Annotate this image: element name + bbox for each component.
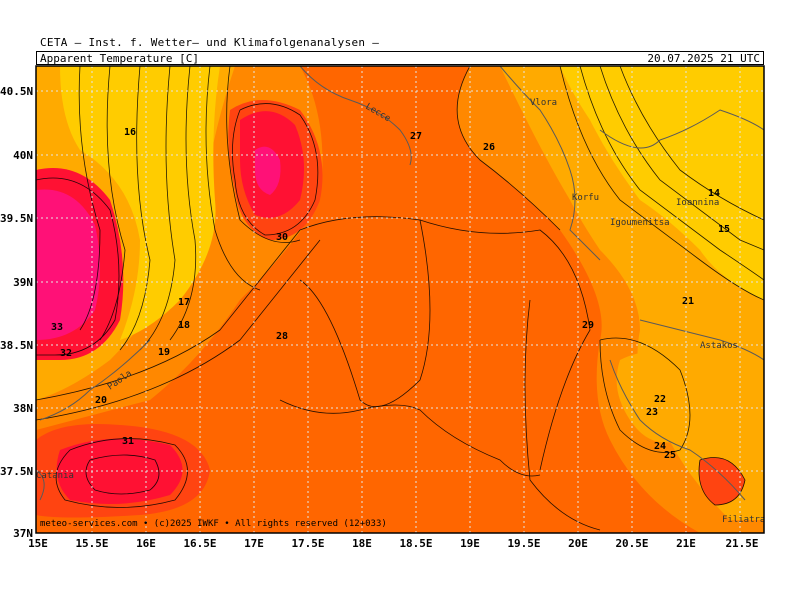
- lat-label: 37.5N: [0, 465, 34, 478]
- map-frame: [35, 65, 765, 534]
- lat-label: 40.5N: [0, 85, 34, 98]
- valid-time-label: 20.07.2025 21 UTC: [647, 52, 760, 65]
- contour-label: 23: [646, 407, 658, 418]
- band-under-20-peloponnese: [616, 352, 694, 443]
- contour-label: 28: [276, 331, 288, 342]
- footer-credit: meteo-services.com • (c)2025 IWKF • All …: [40, 519, 387, 529]
- contour-label: 18: [178, 320, 190, 331]
- lon-label: 15.5E: [75, 537, 109, 550]
- lon-label: 17.5E: [291, 537, 325, 550]
- contour-label: 24: [654, 441, 666, 452]
- band-31-33-east: [699, 457, 745, 505]
- place-filiatra: Filiatra: [722, 515, 765, 525]
- lon-label: 16E: [136, 537, 156, 550]
- place-korfu: Korfu: [572, 193, 599, 203]
- lat-label: 38.5N: [0, 339, 34, 352]
- parameter-label: Apparent_Temperature [C]: [40, 52, 199, 65]
- contour-label: 29: [582, 320, 594, 331]
- band-33-plus-west: [36, 189, 100, 340]
- contour-label: 22: [654, 394, 666, 405]
- contour-label: 32: [60, 348, 72, 359]
- contour-label: 20: [95, 395, 107, 406]
- contour-label: 21: [682, 296, 694, 307]
- lon-label: 19.5E: [507, 537, 541, 550]
- lon-label: 18.5E: [399, 537, 433, 550]
- contour-label: 30: [276, 232, 288, 243]
- place-ioannina: Ioannina: [676, 198, 719, 208]
- graticule: [36, 66, 764, 533]
- band-31-33-south: [56, 438, 183, 504]
- lon-label: 21E: [676, 537, 696, 550]
- lon-label: 17E: [244, 537, 264, 550]
- institution-title: CETA — Inst. f. Wetter— und Klimafolgena…: [40, 36, 380, 49]
- place-astakos: Astakos: [700, 341, 738, 351]
- lat-label: 38N: [13, 402, 33, 415]
- coastlines: [36, 66, 764, 501]
- lat-label: 40N: [13, 149, 33, 162]
- place-vlora: Vlora: [530, 98, 557, 108]
- contour-label: 33: [51, 322, 63, 333]
- place-igoumenitsa: Igoumenitsa: [610, 218, 670, 228]
- lat-label: 39N: [13, 276, 33, 289]
- lat-label: 39.5N: [0, 212, 34, 225]
- lat-label: 37N: [13, 527, 33, 540]
- contour-label: 17: [178, 297, 190, 308]
- band-under-20-greece: [560, 66, 764, 300]
- contour-label: 15: [718, 224, 730, 235]
- lon-label: 19E: [460, 537, 480, 550]
- contour-label: 26: [483, 142, 495, 153]
- contour-label: 27: [410, 131, 422, 142]
- lon-label: 20E: [568, 537, 588, 550]
- lon-label: 18E: [352, 537, 372, 550]
- lon-label: 16.5E: [183, 537, 217, 550]
- lon-label: 15E: [28, 537, 48, 550]
- contour-label: 25: [664, 450, 676, 461]
- lon-label: 20.5E: [615, 537, 649, 550]
- title-bar: Apparent_Temperature [C] 20.07.2025 21 U…: [36, 51, 764, 65]
- band-33-plus-north: [255, 146, 281, 195]
- contour-label: 19: [158, 347, 170, 358]
- contour-label: 31: [122, 436, 134, 447]
- contour-label: 16: [124, 127, 136, 138]
- contour-label: 14: [708, 188, 720, 199]
- place-catania: Catania: [36, 471, 74, 481]
- lon-label: 21.5E: [725, 537, 759, 550]
